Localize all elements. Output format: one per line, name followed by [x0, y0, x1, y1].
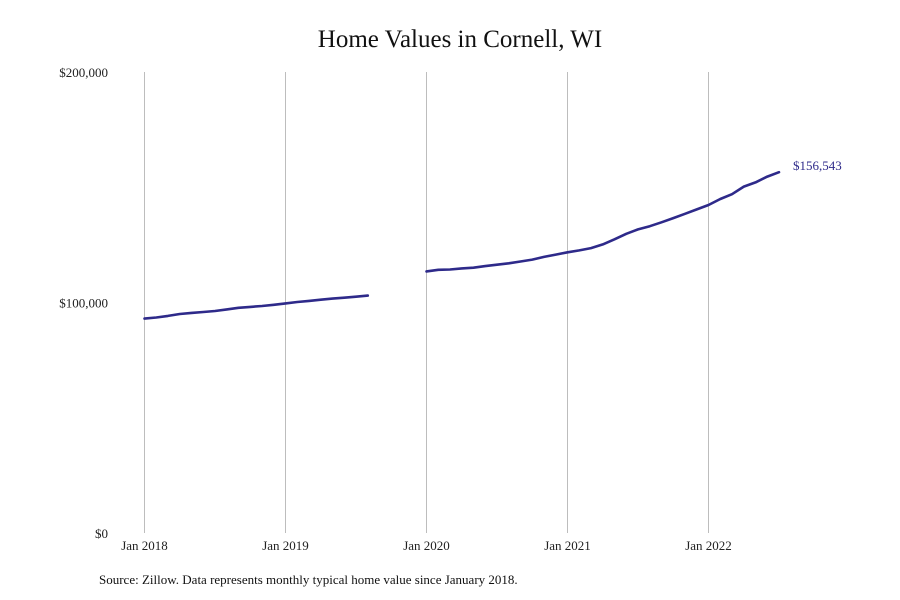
- x-axis-tick-labels: Jan 2018 Jan 2019 Jan 2020 Jan 2021 Jan 2022: [121, 538, 732, 553]
- data-labels: $156,543: [793, 158, 842, 173]
- x-tick-label: Jan 2018: [121, 538, 168, 553]
- source-note: Source: Zillow. Data represents monthly …: [99, 572, 518, 587]
- chart-title: Home Values in Cornell, WI: [317, 26, 603, 53]
- x-tick-label: Jan 2020: [403, 538, 450, 553]
- series-lines: [143, 170, 781, 320]
- y-tick-label: $200,000: [59, 65, 108, 80]
- y-axis-tick-labels: $0 $100,000 $200,000: [59, 65, 108, 541]
- x-tick-label: Jan 2021: [544, 538, 591, 553]
- end-value-label: $156,543: [793, 158, 842, 173]
- series-line-segment-1: [143, 294, 370, 320]
- series-line-segment-2: [425, 170, 781, 273]
- y-tick-label: $100,000: [59, 296, 108, 311]
- gridlines: [144, 72, 709, 533]
- x-tick-label: Jan 2019: [262, 538, 309, 553]
- y-tick-label: $0: [95, 526, 108, 541]
- x-tick-label: Jan 2022: [685, 538, 732, 553]
